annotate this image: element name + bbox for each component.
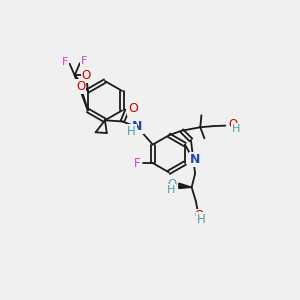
- Text: N: N: [190, 153, 200, 166]
- Text: F: F: [62, 57, 68, 67]
- Text: F: F: [134, 157, 140, 169]
- Text: O: O: [167, 178, 176, 191]
- Text: H: H: [127, 125, 136, 138]
- Polygon shape: [179, 183, 192, 188]
- Text: O: O: [82, 69, 91, 82]
- Text: H: H: [167, 185, 176, 195]
- Text: O: O: [194, 209, 203, 222]
- Text: F: F: [81, 56, 87, 66]
- Text: O: O: [128, 102, 138, 115]
- Text: H: H: [197, 213, 206, 226]
- Text: O: O: [228, 118, 237, 131]
- Text: N: N: [132, 120, 143, 133]
- Text: O: O: [76, 80, 85, 93]
- Text: H: H: [232, 124, 240, 134]
